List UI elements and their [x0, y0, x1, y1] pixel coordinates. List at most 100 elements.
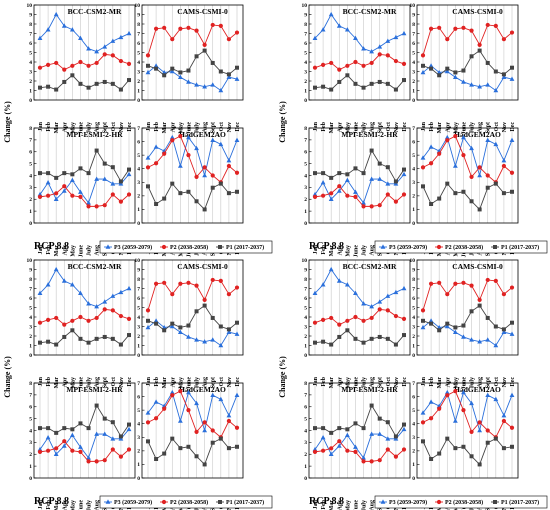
- data-point-p3: [361, 455, 366, 460]
- data-point-p1: [186, 189, 191, 194]
- data-point-p2: [445, 393, 450, 398]
- y-tick-label: 6: [412, 41, 415, 47]
- y-tick-label: 3: [304, 185, 307, 191]
- data-point-p3: [509, 392, 515, 398]
- data-point-p2: [393, 58, 399, 64]
- plot-frame: [416, 382, 519, 479]
- data-point-p2: [477, 42, 482, 48]
- data-point-p3: [385, 38, 391, 43]
- x-tick-label: Mar: [437, 377, 443, 389]
- series-line-p1: [40, 149, 130, 183]
- series-line-p1: [39, 329, 130, 346]
- data-point-p1: [321, 339, 326, 344]
- data-point-p2: [509, 170, 515, 175]
- y-tick-label: 6: [137, 296, 140, 302]
- data-point-p1: [421, 184, 425, 189]
- series-line-p3: [422, 136, 513, 178]
- data-point-p2: [226, 418, 232, 424]
- data-point-p3: [186, 334, 191, 339]
- data-point-p1: [337, 171, 342, 176]
- data-point-p2: [477, 165, 482, 170]
- y-tick-label: 1: [412, 343, 415, 349]
- data-point-p3: [485, 392, 491, 398]
- data-point-p1: [154, 202, 159, 206]
- y-tick-label: 4: [29, 60, 32, 66]
- data-point-p1: [202, 462, 207, 467]
- data-point-p1: [146, 184, 150, 189]
- x-tick-label: Mar: [54, 122, 60, 134]
- data-point-p3: [328, 266, 334, 272]
- data-point-p3: [312, 35, 318, 41]
- x-tick-label: July: [362, 377, 368, 388]
- chart-panel: 0 1 2 3 4 5 6 7 8 MPI-ESMI-2-HR: [29, 381, 136, 482]
- data-point-p1: [313, 340, 317, 345]
- y-tick-label: 0: [137, 476, 140, 482]
- data-point-p3: [78, 189, 83, 194]
- y-tick-label: 5: [412, 153, 415, 159]
- y-tick-label: 0: [412, 476, 415, 482]
- data-point-p3: [177, 418, 183, 423]
- data-point-p1: [453, 191, 458, 196]
- data-point-p3: [385, 436, 391, 441]
- x-tick-label: Jan: [313, 376, 319, 386]
- panel-title: HadGEM2AO: [179, 130, 226, 139]
- data-point-p2: [194, 28, 199, 33]
- data-point-p2: [45, 193, 51, 198]
- data-point-p1: [70, 328, 75, 333]
- data-point-p1: [337, 79, 342, 84]
- y-tick-label: 9: [412, 12, 415, 18]
- data-point-p3: [202, 172, 208, 178]
- data-point-p1: [235, 65, 239, 70]
- x-tick-label: Mar: [437, 122, 443, 134]
- data-point-p1: [469, 54, 474, 59]
- legend-marker-p3: [105, 244, 111, 249]
- x-tick-label: May: [70, 500, 76, 510]
- x-tick-label: Sept: [103, 377, 109, 388]
- data-point-p2: [361, 204, 366, 209]
- data-point-p1: [421, 318, 425, 323]
- x-tick-label: Oct: [386, 377, 392, 386]
- data-point-p1: [38, 340, 42, 345]
- series-line-p3: [147, 391, 238, 433]
- series-line-p1: [315, 149, 405, 183]
- data-point-p2: [477, 297, 482, 302]
- data-point-p2: [37, 65, 43, 70]
- data-point-p2: [202, 42, 207, 48]
- data-point-p2: [369, 315, 374, 321]
- series-line-p2: [39, 308, 130, 326]
- data-point-p2: [461, 280, 466, 285]
- y-tick-label: 10: [27, 3, 33, 9]
- y-tick-label: 2: [29, 452, 32, 458]
- data-point-p2: [202, 297, 207, 302]
- data-point-p1: [353, 336, 358, 341]
- data-point-p1: [313, 85, 317, 90]
- y-tick-label: 0: [304, 353, 307, 359]
- data-point-p1: [78, 81, 83, 86]
- x-tick-label: Aug: [95, 500, 101, 510]
- data-point-p3: [336, 278, 342, 283]
- data-point-p2: [118, 58, 124, 64]
- data-point-p2: [345, 318, 350, 323]
- data-point-p2: [420, 420, 426, 425]
- data-point-p2: [385, 192, 390, 197]
- data-point-p2: [428, 416, 434, 421]
- data-point-p2: [329, 446, 334, 451]
- figure-quadrant: 012345678910BCC-CSM2-MR012345678910CAMS-…: [278, 3, 548, 257]
- data-point-p1: [218, 181, 223, 186]
- x-tick-label: July: [362, 122, 368, 133]
- data-point-p2: [320, 448, 326, 453]
- data-point-p2: [428, 26, 434, 31]
- data-point-p3: [169, 323, 175, 329]
- data-point-p2: [428, 281, 434, 286]
- data-point-p2: [194, 283, 199, 288]
- data-point-p3: [45, 282, 51, 287]
- data-point-p2: [37, 194, 43, 199]
- y-tick-label: 7: [304, 286, 307, 292]
- data-point-p1: [369, 336, 374, 341]
- data-point-p1: [385, 81, 390, 86]
- x-tick-label: Jan: [313, 244, 319, 254]
- data-point-p1: [127, 422, 131, 427]
- data-point-p2: [501, 37, 507, 42]
- data-point-p2: [337, 439, 342, 444]
- y-tick-label: 1: [412, 207, 415, 213]
